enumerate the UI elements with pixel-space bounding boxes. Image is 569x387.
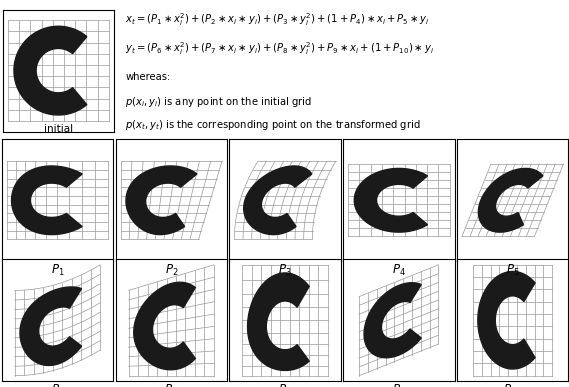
Polygon shape	[244, 166, 312, 235]
Text: whereas:: whereas:	[125, 72, 171, 82]
Polygon shape	[248, 273, 309, 370]
Polygon shape	[14, 26, 87, 115]
Text: $P_{8}$: $P_{8}$	[278, 383, 292, 387]
Polygon shape	[126, 166, 197, 235]
Text: $P_{6}$: $P_{6}$	[51, 383, 64, 387]
Text: $P_{2}$: $P_{2}$	[164, 263, 178, 278]
Text: $P_{5}$: $P_{5}$	[506, 263, 519, 278]
Text: $x_t = (P_1 \ast x_i^2) + (P_2 \ast x_i \ast y_i) + (P_3 \ast y_i^2) + (1 + P_4): $x_t = (P_1 \ast x_i^2) + (P_2 \ast x_i …	[125, 12, 430, 28]
Text: initial: initial	[44, 123, 73, 134]
Text: $P_{4}$: $P_{4}$	[392, 263, 406, 278]
Text: $P_{3}$: $P_{3}$	[278, 263, 292, 278]
Polygon shape	[354, 168, 427, 232]
Text: $P_{1}$: $P_{1}$	[51, 263, 64, 278]
Polygon shape	[11, 166, 82, 235]
Polygon shape	[478, 272, 535, 369]
Text: $y_t = (P_6 \ast x_i^2) + (P_7 \ast x_i \ast y_i) + (P_8 \ast y_i^2) + P_9 \ast : $y_t = (P_6 \ast x_i^2) + (P_7 \ast x_i …	[125, 41, 434, 57]
Polygon shape	[20, 287, 81, 365]
Text: $P_{10}$: $P_{10}$	[503, 383, 522, 387]
Polygon shape	[134, 282, 195, 370]
Polygon shape	[364, 283, 421, 358]
Text: $p( x_i , y_i )$ is any point on the initial grid: $p( x_i , y_i )$ is any point on the ini…	[125, 95, 312, 109]
Text: $P_{7}$: $P_{7}$	[164, 383, 178, 387]
Text: $P_{9}$: $P_{9}$	[392, 383, 406, 387]
Text: $p( x_t , y_t )$ is the corresponding point on the transformed grid: $p( x_t , y_t )$ is the corresponding po…	[125, 118, 421, 132]
Polygon shape	[479, 168, 543, 232]
